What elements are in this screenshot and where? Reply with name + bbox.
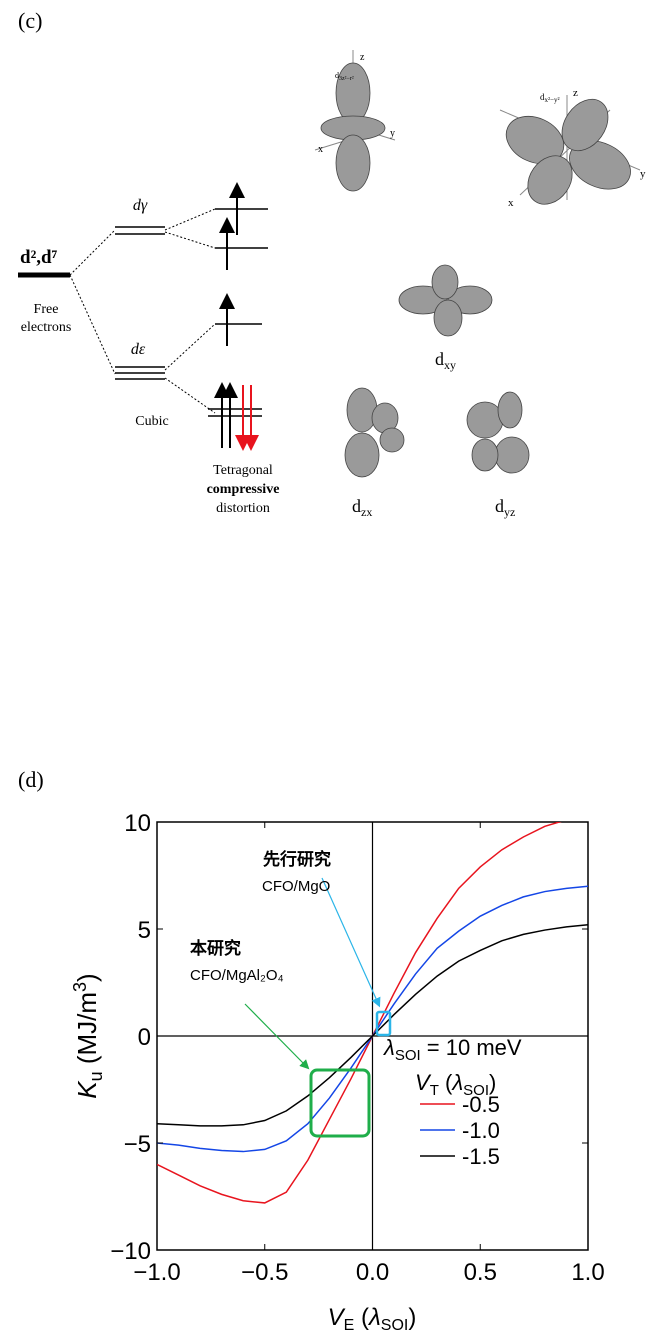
dgamma-label: dγ	[133, 197, 148, 214]
y-axis-label: Ku (MJ/m3)	[70, 973, 106, 1098]
legend-label: -0.5	[462, 1092, 500, 1117]
x-tick-label: −0.5	[241, 1259, 288, 1286]
axis-letter: z	[573, 87, 578, 99]
legend-title: T	[430, 1082, 439, 1099]
x-tick-label: −1.0	[133, 1259, 180, 1286]
orbital-label-sub: xy	[444, 358, 456, 372]
x-axis-label: E	[344, 1317, 355, 1334]
axis-letter: y	[390, 128, 395, 139]
annotation-text: CFO/MgO	[262, 878, 330, 895]
x-tick-label: 0.5	[464, 1259, 497, 1286]
free-label: electrons	[21, 320, 72, 335]
orbital-label: dyz	[495, 496, 515, 519]
cubic-label: Cubic	[135, 414, 168, 429]
y-axis-label: (MJ/m	[72, 992, 102, 1071]
y-axis-label: K	[72, 1080, 102, 1099]
orbital-label: dx²−y²	[540, 92, 560, 104]
connectors	[70, 209, 215, 413]
orbital-label-sub: x²−y²	[545, 96, 560, 104]
x-axis-label: SOI	[381, 1317, 409, 1334]
y-axis-label: u	[86, 1071, 106, 1081]
orbital-label: dzx	[352, 496, 372, 519]
axis-letter: z	[360, 52, 365, 63]
orbital-label: d	[352, 496, 361, 516]
panel-label: (d)	[18, 767, 44, 792]
panel-c: (c) d²,d⁷ Free electrons dγ dε Cubic Tet…	[18, 8, 646, 519]
legend-note: = 10 meV	[421, 1035, 522, 1060]
annotation-text: CFO/MgAl₂O₄	[190, 967, 284, 984]
x-axis-label: λ	[367, 1304, 381, 1331]
x-axis-label: VE (λSOI)	[328, 1304, 417, 1334]
legend-note: λSOI = 10 meV	[383, 1035, 522, 1064]
orbital-dyz: dyz	[467, 392, 529, 519]
x-axis-label: (	[354, 1304, 369, 1331]
orbital-label-sub: yz	[504, 505, 515, 519]
legend-note: SOI	[395, 1047, 421, 1064]
depsilon-label: dε	[131, 341, 146, 358]
annotation-arrow	[322, 878, 378, 1003]
legend-note: λ	[383, 1035, 395, 1060]
plot-area	[157, 813, 588, 1250]
orbital-dzx: dzx	[345, 388, 404, 519]
annotation-title: 先行研究	[263, 849, 331, 869]
annotation-arrow	[245, 1004, 306, 1066]
orbital-label: dxy	[435, 349, 456, 372]
legend-label: -1.0	[462, 1118, 500, 1143]
orbital-label-sub: zx	[361, 505, 372, 519]
orbital-label: d	[435, 349, 444, 369]
highlight-box	[311, 1070, 369, 1136]
x-tick-label: 0.0	[356, 1259, 389, 1286]
y-axis-label: 3	[70, 982, 90, 992]
tetragonal-label: distortion	[216, 501, 270, 516]
legend-title: (	[439, 1070, 453, 1095]
orbital-dx2y2: dx²−y² z x y	[499, 87, 646, 213]
orbital-label: d	[495, 496, 504, 516]
y-tick-label: 0	[138, 1024, 151, 1051]
y-tick-label: 10	[124, 810, 151, 837]
axis-letter: y	[640, 168, 646, 180]
x-axis-label: )	[408, 1304, 416, 1331]
panel-d: (d) Ku (MJ/m3) VE (λSOI) λSOI = 10 meV V…	[18, 767, 605, 1334]
y-tick-label: −5	[124, 1131, 151, 1158]
x-tick-label: 1.0	[571, 1259, 604, 1286]
levels	[115, 209, 268, 416]
tetragonal-label: compressive	[207, 482, 280, 497]
orbital-label-sub: 3z²−r²	[339, 76, 354, 82]
free-label: Free	[34, 302, 59, 317]
figure: (c) d²,d⁷ Free electrons dγ dε Cubic Tet…	[0, 0, 651, 1338]
tetragonal-label: Tetragonal	[213, 463, 273, 478]
axis-letter: x	[508, 197, 514, 209]
legend-label: -1.5	[462, 1144, 500, 1169]
panel-label: (c)	[18, 8, 42, 33]
orbital-dz2: d3z²−r² z x y	[315, 50, 395, 191]
y-tick-label: 5	[138, 917, 151, 944]
y-axis-label: )	[72, 973, 102, 982]
annotation-title: 本研究	[190, 938, 241, 958]
orbital-dxy: dxy	[399, 265, 492, 372]
ion-label: d²,d⁷	[20, 247, 58, 268]
axis-letter: x	[318, 144, 323, 155]
